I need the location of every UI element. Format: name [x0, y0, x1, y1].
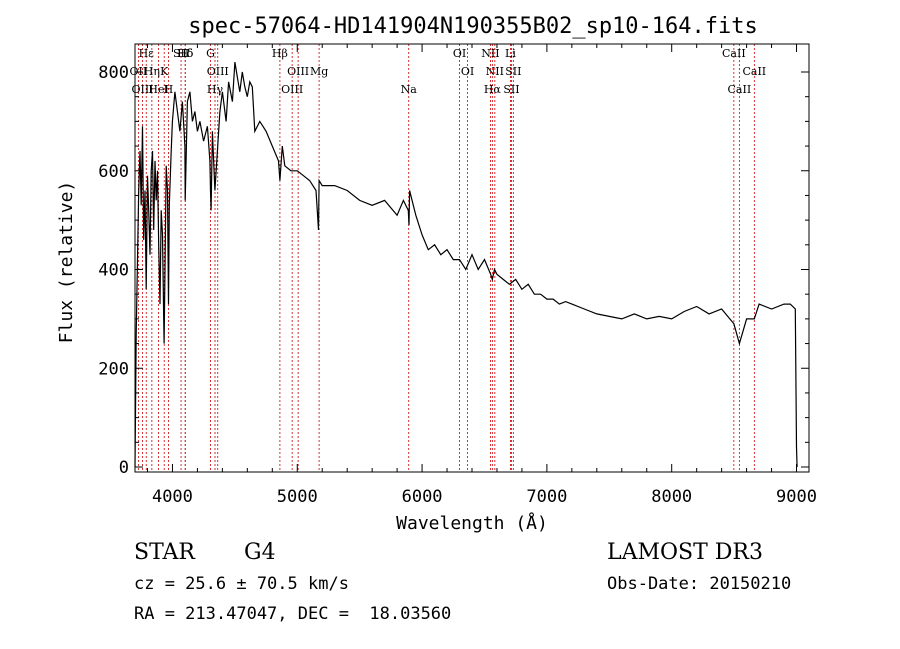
y-tick-label: 400: [98, 261, 129, 281]
line-marker-label: Li: [505, 47, 516, 60]
line-marker-label: Hδ: [177, 47, 194, 60]
object-subclass: G4: [244, 540, 276, 565]
y-tick-label: 0: [119, 458, 129, 478]
line-marker-label: CaII: [742, 65, 766, 78]
line-marker-label: K: [160, 65, 169, 78]
line-marker-group: [137, 44, 755, 472]
line-marker-label: SII: [173, 47, 189, 60]
line-marker-label: OI: [453, 47, 466, 60]
line-marker-label: Hα: [484, 83, 502, 96]
line-marker-label: OIII: [207, 65, 229, 78]
y-axis-label: Flux (relative): [56, 181, 77, 344]
line-marker-label: Hδ: [177, 47, 194, 60]
survey-name: LAMOST DR3: [607, 540, 763, 565]
x-tick-label: 8000: [651, 487, 692, 507]
line-marker-label: Na: [401, 83, 418, 96]
line-marker-label: Mg: [310, 65, 328, 78]
line-marker-label: Hγ: [207, 83, 224, 96]
y-tick-label: 600: [98, 162, 129, 182]
line-marker-label: NII: [486, 65, 504, 78]
line-marker-label: Hε: [139, 47, 155, 60]
x-axis-label: Wavelength (Å): [396, 512, 548, 534]
line-marker-label: Hη: [144, 65, 160, 78]
line-marker-label: SII: [505, 65, 521, 78]
line-marker-label: CaII: [722, 47, 746, 60]
plot-frame: [134, 43, 810, 473]
y-axis-ticks: 0 200 400 600 800: [98, 63, 809, 478]
x-tick-label: 5000: [277, 487, 318, 507]
line-marker-label: G: [206, 47, 215, 60]
x-tick-label: 9000: [776, 487, 817, 507]
line-marker-label: SII: [503, 83, 519, 96]
line-marker-label: OIII: [131, 83, 153, 96]
line-marker-label: HeI: [148, 83, 168, 96]
line-marker-label: OI: [461, 65, 474, 78]
spectrum-line: [134, 62, 798, 468]
line-marker-label: NII: [481, 47, 499, 60]
x-tick-label: 7000: [526, 487, 567, 507]
chart-title: spec-57064-HD141904N190355B02_sp10-164.f…: [188, 14, 758, 39]
line-marker-label: OIII: [281, 83, 303, 96]
observation-date: Obs-Date: 20150210: [607, 574, 792, 594]
line-marker-label-group: HδOIIOIIIHεKHeISIIHηHHδOIIIHγGOIIIOIIIHβ…: [130, 47, 767, 96]
y-tick-label: 800: [98, 63, 129, 83]
x-tick-label: 4000: [152, 487, 193, 507]
line-marker-label: CaII: [728, 83, 752, 96]
x-tick-label: 6000: [402, 487, 443, 507]
redshift-velocity: cz = 25.6 ± 70.5 km/s: [134, 574, 349, 594]
line-marker-label: H: [164, 83, 174, 96]
x-axis-ticks: 4000 5000 6000 7000 8000 9000: [146, 44, 817, 507]
object-type: STAR: [134, 540, 195, 565]
line-marker-label: OIII: [287, 65, 309, 78]
y-tick-label: 200: [98, 359, 129, 379]
line-marker-label: Hβ: [272, 47, 288, 60]
sky-coordinates: RA = 213.47047, DEC = 18.03560: [134, 604, 452, 624]
